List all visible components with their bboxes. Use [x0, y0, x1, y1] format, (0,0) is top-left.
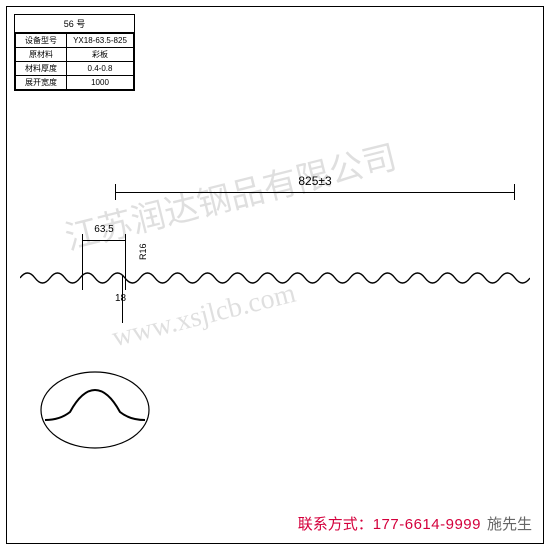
drawing-page: 56 号 设备型号YX18-63.5-825 原材料彩板 材料厚度0.4-0.8…	[0, 0, 550, 550]
table-row: 设备型号YX18-63.5-825	[16, 34, 134, 48]
dimension-tick	[514, 184, 515, 200]
table-row: 原材料彩板	[16, 48, 134, 62]
dimension-line	[115, 192, 515, 193]
contact-name: 施先生	[487, 516, 532, 533]
dimension-label: 825±3	[115, 174, 515, 188]
dimension-label: 63.5	[82, 224, 126, 235]
contact-phone: 177-6614-9999	[373, 516, 481, 533]
table-row: 材料厚度0.4-0.8	[16, 62, 134, 76]
contact-label: 联系方式：	[298, 516, 373, 533]
info-table: 56 号 设备型号YX18-63.5-825 原材料彩板 材料厚度0.4-0.8…	[14, 14, 135, 91]
dimension-tick	[115, 184, 116, 200]
info-rows: 设备型号YX18-63.5-825 原材料彩板 材料厚度0.4-0.8 展开宽度…	[15, 33, 134, 90]
detail-view	[40, 370, 150, 450]
profile-wave	[20, 258, 530, 298]
detail-profile	[45, 390, 145, 420]
table-row: 展开宽度1000	[16, 76, 134, 90]
detail-ellipse	[41, 372, 149, 448]
contact-line: 联系方式：177-6614-9999 施先生	[298, 513, 532, 534]
info-title: 56 号	[15, 15, 134, 33]
dimension-line	[82, 240, 126, 241]
